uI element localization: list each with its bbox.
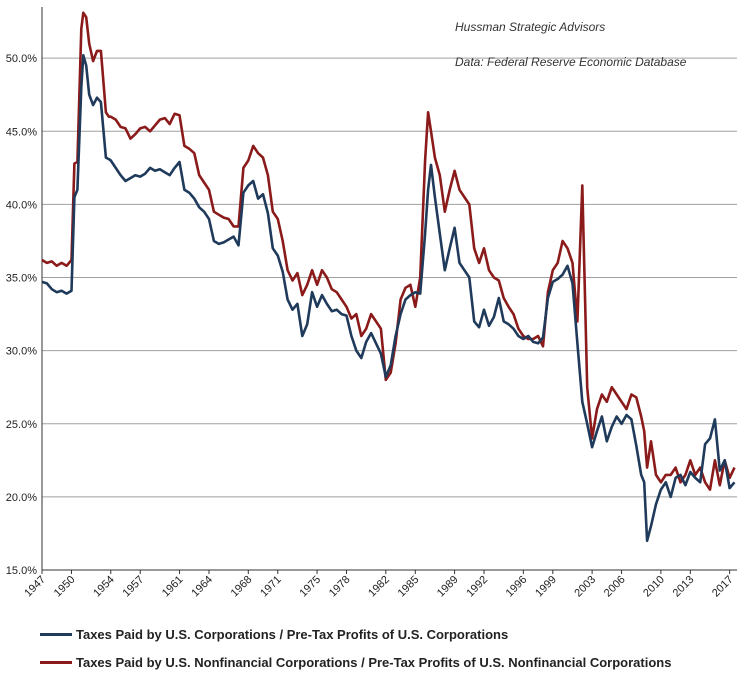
y-tick-label: 50.0% (6, 53, 37, 65)
x-tick-label: 1999 (533, 574, 559, 600)
x-tick-label: 1971 (258, 574, 284, 600)
x-tick-label: 1957 (121, 574, 147, 600)
x-tick-label: 2010 (641, 574, 667, 600)
x-tick-label: 1950 (52, 574, 78, 600)
x-tick-label: 2013 (671, 574, 697, 600)
x-tick-label: 1954 (91, 574, 117, 600)
legend-entry: Taxes Paid by U.S. Nonfinancial Corporat… (40, 648, 740, 676)
legend: Taxes Paid by U.S. Corporations / Pre-Ta… (40, 620, 740, 676)
y-tick-label: 40.0% (6, 199, 37, 211)
x-tick-label: 1996 (504, 574, 530, 600)
legend-swatch-nonfinancial (40, 660, 72, 664)
x-tick-label: 1992 (464, 574, 490, 600)
x-tick-label: 1989 (435, 574, 461, 600)
x-tick-label: 2017 (710, 574, 736, 600)
x-tick-label: 1975 (297, 574, 323, 600)
series-line-nonfinancial (41, 11, 736, 491)
x-tick-label: 1961 (160, 574, 186, 600)
gridlines (41, 7, 737, 571)
x-tick-label: 1968 (229, 574, 255, 600)
x-tick-label: 1982 (366, 574, 392, 600)
y-tick-label: 15.0% (6, 565, 37, 577)
y-tick-label: 25.0% (6, 419, 37, 431)
legend-entry: Taxes Paid by U.S. Corporations / Pre-Ta… (40, 620, 740, 648)
series-line-corporations (41, 53, 736, 543)
x-tick-label: 1978 (327, 574, 353, 600)
x-tick-label: 1947 (22, 574, 48, 600)
legend-label-nonfinancial: Taxes Paid by U.S. Nonfinancial Corporat… (76, 654, 672, 670)
y-tick-label: 45.0% (6, 126, 37, 138)
x-tick-label: 1985 (396, 574, 422, 600)
legend-label-corporations: Taxes Paid by U.S. Corporations / Pre-Ta… (76, 626, 509, 642)
x-tick-label: 2003 (572, 574, 598, 600)
x-tick-label: 1964 (189, 574, 215, 600)
y-axis-ticks: 15.0% 20.0% 25.0% 30.0% 35.0% 40.0% 45.0% 50.0% (6, 53, 37, 577)
legend-swatch-corporations (40, 632, 72, 636)
y-tick-label: 30.0% (6, 346, 37, 358)
source-line-1: Hussman Strategic Advisors (455, 20, 605, 34)
source-line-2: Data: Federal Reserve Economic Database (455, 55, 687, 69)
y-tick-label: 35.0% (6, 273, 37, 285)
x-axis-ticks: 1947 1950 1954 1957 1961 1964 1968 1971 1975 1978… (22, 570, 736, 600)
y-tick-label: 20.0% (6, 492, 37, 504)
x-tick-label: 2006 (602, 574, 628, 600)
series-lines (41, 11, 736, 543)
